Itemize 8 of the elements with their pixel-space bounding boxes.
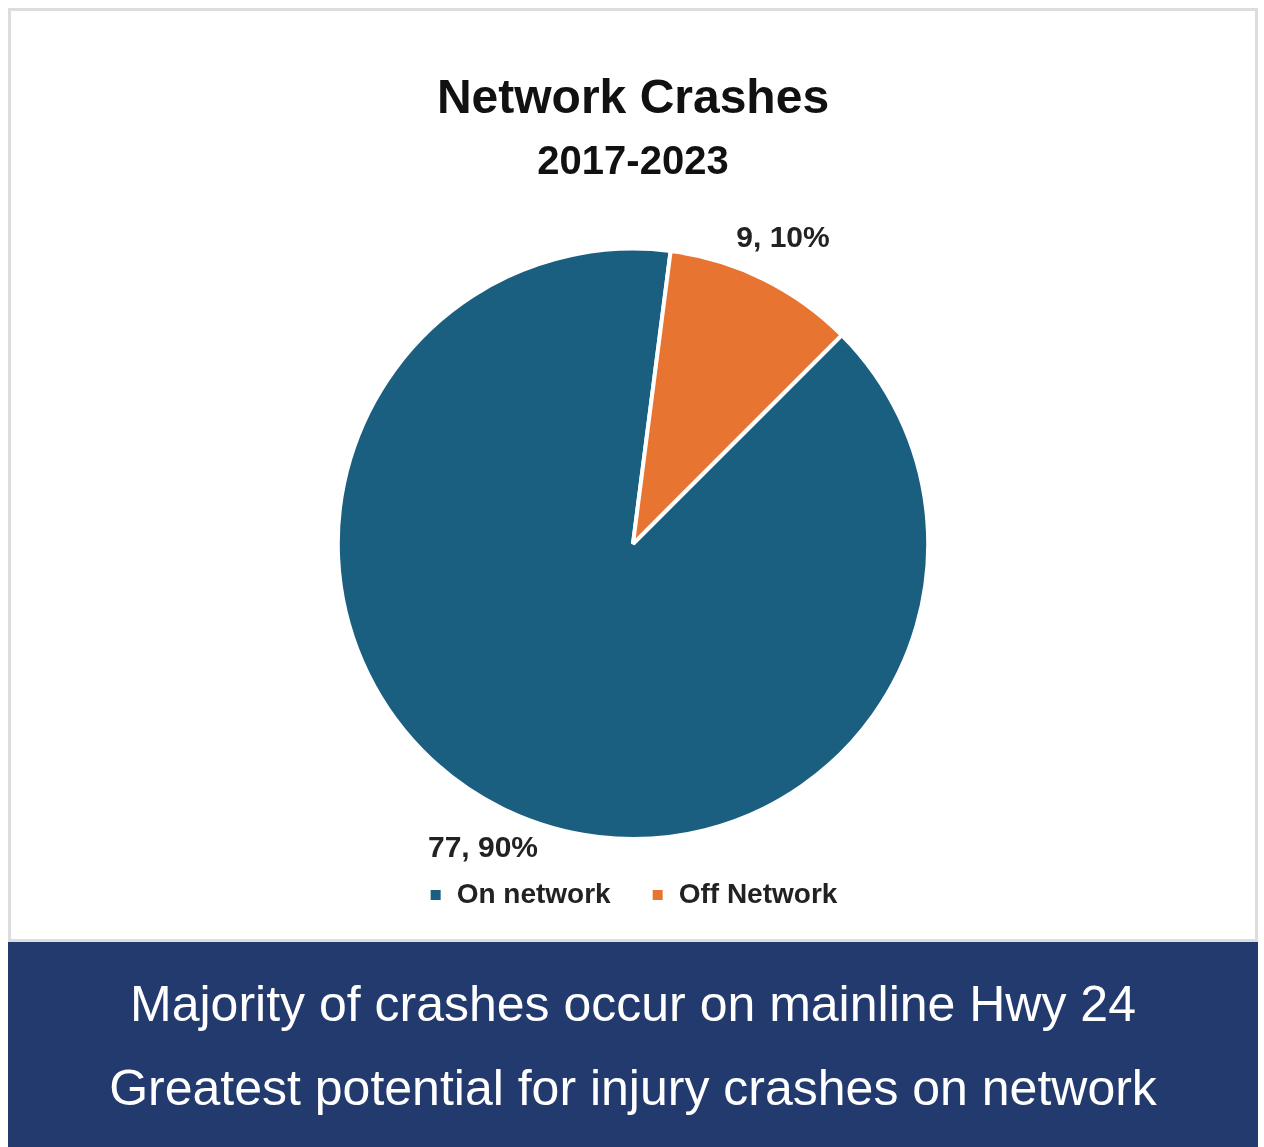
legend-label: On network	[456, 877, 612, 909]
legend-label: Off Network	[678, 877, 838, 909]
data-label: 77, 90%	[427, 830, 539, 864]
chart-subtitle: 2017-2023	[537, 137, 729, 182]
chart-title: Network Crashes	[436, 70, 830, 124]
text: Majority of crashes occur on mainline Hwy 24	[129, 975, 1137, 1034]
text: Greatest potential for injury crashes on network	[108, 1059, 1158, 1118]
data-label: 9, 10%	[736, 219, 830, 253]
